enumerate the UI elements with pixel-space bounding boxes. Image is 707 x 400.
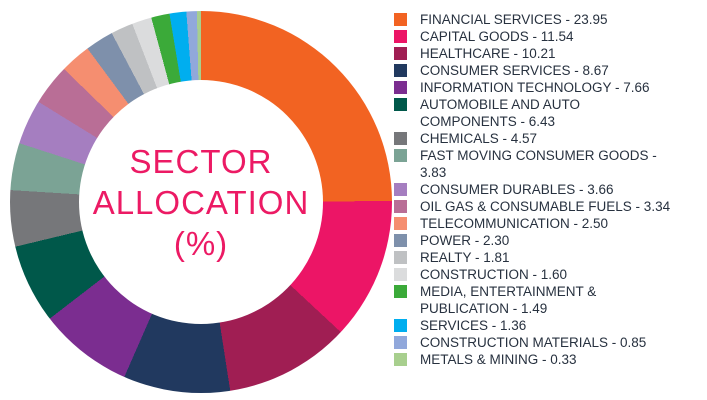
legend-label: CONSTRUCTION - 1.60	[420, 267, 568, 282]
chart-center-title-line1: SECTOR	[129, 142, 273, 180]
legend-swatch	[394, 64, 407, 77]
legend-swatch	[394, 47, 407, 60]
legend-item: CONSUMER SERVICES - 8.67	[394, 62, 679, 79]
legend-swatch	[394, 81, 407, 94]
legend-swatch	[394, 149, 407, 162]
legend-item: SERVICES - 1.36	[394, 317, 679, 334]
legend-label: MEDIA, ENTERTAINMENT & PUBLICATION - 1.4…	[420, 284, 597, 316]
legend-label: CONSUMER SERVICES - 8.67	[420, 63, 609, 78]
legend-label: SERVICES - 1.36	[420, 318, 527, 333]
legend-item: INFORMATION TECHNOLOGY - 7.66	[394, 79, 679, 96]
legend-item: MEDIA, ENTERTAINMENT & PUBLICATION - 1.4…	[394, 283, 679, 317]
legend-label: CONSUMER DURABLES - 3.66	[420, 182, 614, 197]
legend-swatch	[394, 183, 407, 196]
legend: FINANCIAL SERVICES - 23.95 CAPITAL GOODS …	[394, 11, 679, 368]
legend-swatch	[394, 336, 407, 349]
legend-label: CAPITAL GOODS - 11.54	[420, 29, 574, 44]
legend-swatch	[394, 30, 407, 43]
chart-center-title-line2: ALLOCATION	[92, 183, 310, 221]
legend-label: AUTOMOBILE AND AUTO COMPONENTS - 6.43	[420, 97, 581, 129]
legend-label: INFORMATION TECHNOLOGY - 7.66	[420, 80, 650, 95]
legend-swatch	[394, 132, 407, 145]
legend-label: POWER - 2.30	[420, 233, 510, 248]
legend-item: FAST MOVING CONSUMER GOODS - 3.83	[394, 147, 679, 181]
legend-label: CONSTRUCTION MATERIALS - 0.85	[420, 335, 647, 350]
legend-label: OIL GAS & CONSUMABLE FUELS - 3.34	[420, 199, 671, 214]
legend-item: REALTY - 1.81	[394, 249, 679, 266]
legend-swatch	[394, 13, 407, 26]
donut-hole: SECTOR ALLOCATION (%)	[79, 80, 323, 324]
legend-item: CONSTRUCTION - 1.60	[394, 266, 679, 283]
legend-label: METALS & MINING - 0.33	[420, 352, 577, 367]
legend-item: CHEMICALS - 4.57	[394, 130, 679, 147]
legend-swatch	[394, 285, 407, 298]
legend-swatch	[394, 319, 407, 332]
legend-item: CONSUMER DURABLES - 3.66	[394, 181, 679, 198]
legend-label: HEALTHCARE - 10.21	[420, 46, 556, 61]
legend-item: FINANCIAL SERVICES - 23.95	[394, 11, 679, 28]
chart-center-title-line3: (%)	[173, 224, 229, 262]
legend-label: FAST MOVING CONSUMER GOODS - 3.83	[420, 148, 657, 180]
legend-item: POWER - 2.30	[394, 232, 679, 249]
legend-item: CAPITAL GOODS - 11.54	[394, 28, 679, 45]
legend-swatch	[394, 200, 407, 213]
legend-label: CHEMICALS - 4.57	[420, 131, 538, 146]
legend-swatch	[394, 251, 407, 264]
donut-chart: SECTOR ALLOCATION (%)	[10, 11, 392, 393]
legend-item: OIL GAS & CONSUMABLE FUELS - 3.34	[394, 198, 679, 215]
legend-item: AUTOMOBILE AND AUTO COMPONENTS - 6.43	[394, 96, 679, 130]
legend-item: TELECOMMUNICATION - 2.50	[394, 215, 679, 232]
legend-swatch	[394, 217, 407, 230]
legend-swatch	[394, 234, 407, 247]
legend-swatch	[394, 353, 407, 366]
legend-label: REALTY - 1.81	[420, 250, 510, 265]
legend-item: CONSTRUCTION MATERIALS - 0.85	[394, 334, 679, 351]
legend-label: FINANCIAL SERVICES - 23.95	[420, 12, 608, 27]
legend-item: HEALTHCARE - 10.21	[394, 45, 679, 62]
legend-swatch	[394, 98, 407, 111]
legend-label: TELECOMMUNICATION - 2.50	[420, 216, 609, 231]
legend-item: METALS & MINING - 0.33	[394, 351, 679, 368]
legend-swatch	[394, 268, 407, 281]
